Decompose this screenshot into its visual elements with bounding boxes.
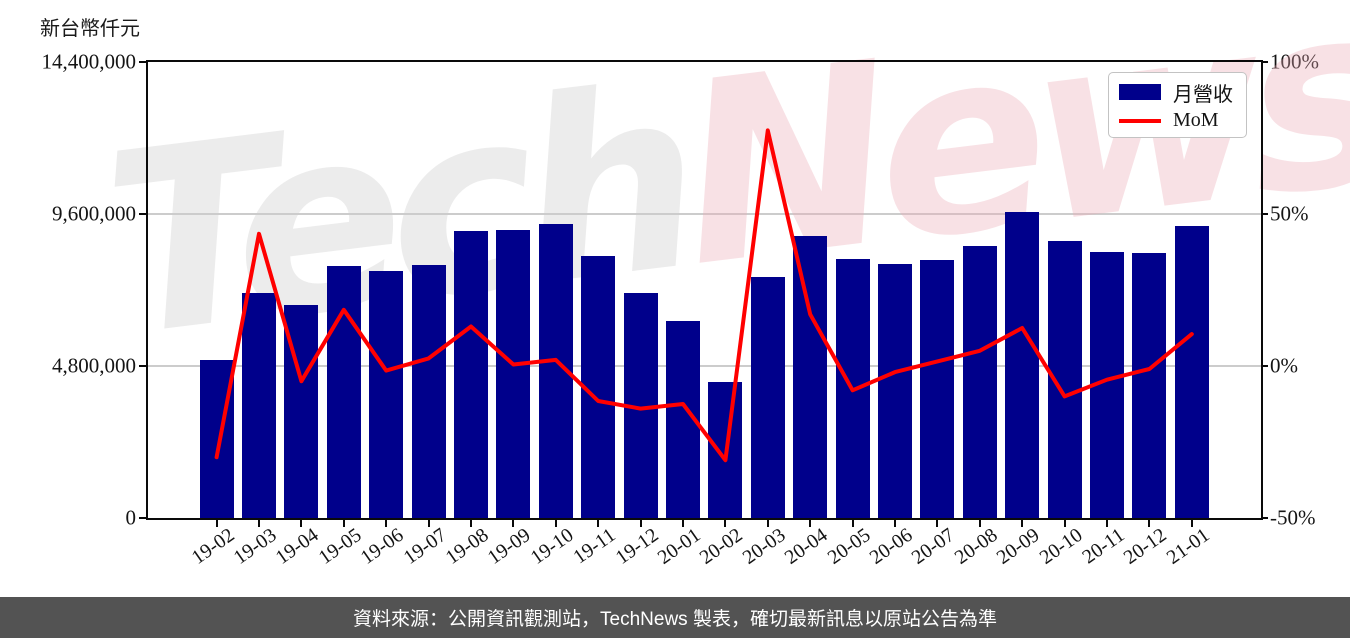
- revenue-bar: [496, 229, 531, 518]
- x-axis-tick: [1021, 520, 1024, 527]
- revenue-bar: [750, 277, 785, 518]
- x-axis-tick: [215, 520, 218, 527]
- right-axis-label: 100%: [1270, 49, 1319, 74]
- revenue-bar: [1132, 253, 1167, 518]
- legend-item-revenue: 月營收: [1119, 78, 1236, 107]
- x-axis-tick: [851, 520, 854, 527]
- x-axis-label: 20-10: [1035, 524, 1087, 569]
- x-axis-tick: [385, 520, 388, 527]
- x-axis-tick: [682, 520, 684, 527]
- x-axis-tick: [978, 520, 981, 527]
- x-axis-label: 19-06: [356, 524, 408, 569]
- x-axis-label: 20-05: [823, 524, 875, 569]
- x-axis-tick: [936, 520, 939, 527]
- left-axis-label: 0: [125, 505, 137, 530]
- x-axis-tick: [512, 520, 515, 527]
- revenue-bar: [454, 230, 488, 518]
- x-axis-label: 20-02: [696, 524, 748, 569]
- legend-item-mom: MoM: [1119, 109, 1236, 132]
- revenue-bar: [1174, 225, 1209, 518]
- x-axis-tick: [1063, 520, 1066, 527]
- x-axis-label: 19-11: [569, 524, 620, 569]
- x-axis-tick: [809, 520, 812, 527]
- y-axis-unit-label: 新台幣仟元: [40, 18, 140, 40]
- x-axis-tick: [597, 520, 600, 527]
- x-axis-label: 19-05: [314, 524, 366, 569]
- legend-label-revenue: 月營收: [1173, 83, 1233, 106]
- x-axis-label: 19-08: [441, 524, 493, 569]
- revenue-bar: [1005, 212, 1040, 518]
- gridline: [148, 213, 1261, 215]
- x-axis-label: 19-02: [187, 524, 239, 569]
- right-axis-tick: [1261, 213, 1268, 215]
- x-axis-tick: [342, 520, 345, 527]
- x-axis-tick: [258, 520, 260, 527]
- legend-label-mom: MoM: [1173, 109, 1219, 132]
- right-axis-tick: [1261, 517, 1268, 519]
- x-axis-label: 19-10: [526, 524, 578, 569]
- source-text: 資料來源：公開資訊觀測站，TechNews 製表，確切最新訊息以原站公告為準: [353, 609, 997, 630]
- revenue-bar: [878, 263, 912, 518]
- left-axis-label: 9,600,000: [52, 201, 136, 226]
- x-axis-label: 20-04: [780, 524, 832, 569]
- x-axis-label: 21-01: [1162, 524, 1214, 569]
- x-axis-tick: [894, 520, 896, 527]
- x-axis-tick: [427, 520, 430, 527]
- x-axis-label: 20-12: [1120, 524, 1172, 569]
- x-axis-label: 20-01: [653, 524, 705, 569]
- right-axis-tick: [1261, 61, 1268, 63]
- x-axis-label: 19-04: [272, 524, 324, 569]
- left-axis-tick: [139, 365, 146, 367]
- x-axis-tick: [1190, 520, 1193, 527]
- right-axis-tick: [1261, 365, 1268, 367]
- revenue-bar: [242, 292, 276, 518]
- x-axis-tick: [1148, 520, 1151, 527]
- x-axis-label: 20-06: [865, 524, 917, 569]
- x-axis-label: 19-07: [399, 524, 451, 569]
- x-axis-label: 20-07: [908, 524, 960, 569]
- x-axis-label: 19-09: [484, 524, 536, 569]
- x-axis-label: 20-09: [992, 524, 1044, 569]
- right-axis-label: 0%: [1270, 353, 1298, 378]
- x-axis-tick: [300, 520, 303, 527]
- x-axis-label: 20-11: [1078, 524, 1129, 569]
- left-axis-label: 4,800,000: [52, 353, 136, 378]
- x-axis-tick: [554, 520, 557, 527]
- plot-area: TechNews: [92, 0, 1350, 518]
- x-axis-label: 19-12: [611, 524, 663, 569]
- revenue-bar: [962, 246, 997, 518]
- x-axis-tick: [724, 520, 727, 527]
- right-axis-label: -50%: [1270, 505, 1316, 530]
- right-axis-label: 50%: [1270, 201, 1309, 226]
- x-axis-tick: [470, 520, 472, 527]
- mom-line: [214, 128, 1194, 463]
- left-axis-tick: [139, 517, 146, 519]
- revenue-bar: [793, 235, 828, 518]
- revenue-bar: [920, 259, 955, 518]
- left-axis-tick: [139, 213, 146, 215]
- revenue-bar: [411, 264, 446, 518]
- x-axis-tick: [766, 520, 769, 527]
- x-axis-tick: [1106, 520, 1108, 527]
- x-axis-label: 20-08: [950, 524, 1002, 569]
- left-axis-tick: [139, 61, 146, 63]
- mom-line-layer: [214, 128, 1194, 463]
- left-axis-label: 14,400,000: [41, 49, 137, 74]
- mom-swatch: [1119, 118, 1161, 123]
- source-footer: 資料來源：公開資訊觀測站，TechNews 製表，確切最新訊息以原站公告為準: [0, 597, 1350, 638]
- revenue-swatch: [1119, 84, 1161, 101]
- revenue-bar: [199, 360, 234, 518]
- x-axis-tick: [639, 520, 642, 527]
- legend: 月營收 MoM: [1108, 72, 1247, 138]
- gridline: [148, 365, 1261, 367]
- revenue-bar: [369, 270, 404, 518]
- x-axis-label: 20-03: [738, 524, 790, 569]
- x-axis-label: 19-03: [229, 524, 281, 569]
- revenue-bar: [581, 256, 616, 518]
